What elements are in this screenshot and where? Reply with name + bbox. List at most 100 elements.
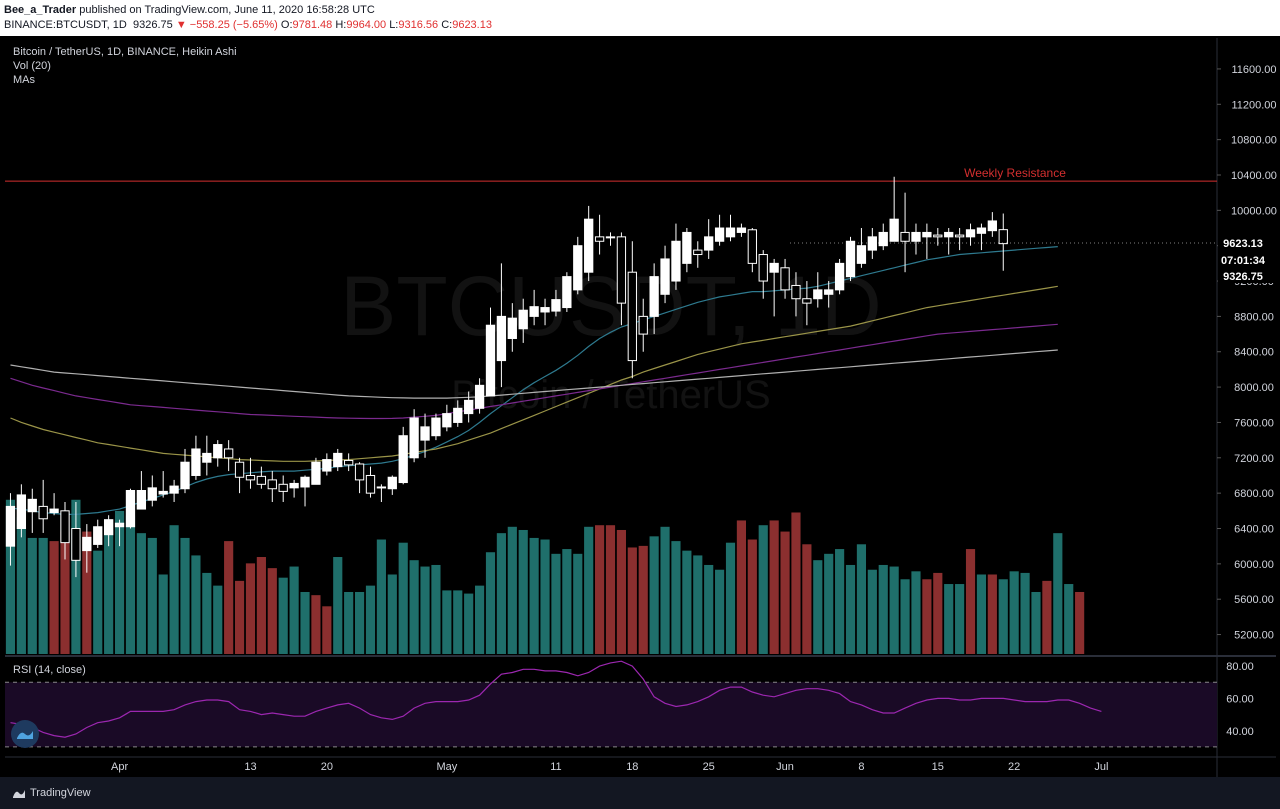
high-value: 9964.00: [346, 19, 387, 31]
candle-body: [954, 234, 965, 238]
volume-bar: [38, 537, 48, 654]
candle-body: [420, 426, 430, 441]
candle-body: [49, 508, 59, 514]
rsi-indicator-label[interactable]: RSI (14, close): [13, 664, 86, 676]
volume-bar: [333, 557, 343, 654]
candle-body: [474, 384, 485, 409]
candle-body: [671, 240, 681, 282]
time-tick-label: 11: [550, 761, 561, 773]
price-tick-label: 11200.00: [1231, 99, 1276, 111]
candle-body: [16, 494, 27, 530]
candle-body: [933, 234, 943, 238]
low-value: 9316.56: [398, 19, 439, 31]
candle-body: [911, 231, 921, 242]
time-tick-label: Jun: [776, 761, 794, 773]
volume-bar: [213, 585, 223, 654]
volume-bar: [725, 542, 736, 654]
volume-bar: [496, 533, 506, 654]
candle-body: [289, 482, 299, 489]
volume-bar: [649, 536, 659, 654]
volume-bar: [693, 555, 703, 654]
time-tick-label: May: [436, 761, 457, 773]
candle-body: [594, 236, 605, 242]
volume-bar: [1031, 591, 1041, 654]
volume-bar: [344, 591, 354, 654]
volume-bar: [889, 566, 899, 654]
candle-body: [398, 435, 408, 484]
price-tick-label: 10800.00: [1231, 135, 1277, 147]
candle-body: [245, 474, 256, 481]
candle-body: [976, 227, 987, 234]
candle-body: [344, 459, 354, 466]
candle-body: [551, 299, 561, 312]
candle-body: [256, 475, 267, 485]
candle-body: [311, 461, 321, 485]
price-tick-label: 8800.00: [1234, 311, 1274, 323]
tradingview-logo-icon[interactable]: [12, 787, 26, 799]
volume-bar: [93, 550, 103, 654]
price-tick-label: 10400.00: [1231, 170, 1277, 182]
candle-body: [103, 519, 114, 536]
candle-body: [300, 476, 310, 488]
price-tag-label: 07:01:34: [1221, 255, 1266, 267]
series-title[interactable]: Bitcoin / TetherUS, 1D, BINANCE, Heikin …: [13, 46, 237, 58]
volume-bar: [518, 529, 528, 654]
candle-body: [442, 413, 452, 428]
volume-bar: [442, 590, 452, 654]
volume-bar: [114, 510, 125, 654]
candle-body: [780, 267, 790, 291]
volume-bar: [562, 549, 572, 654]
time-tick-label: 18: [626, 761, 638, 773]
candle-body: [900, 231, 910, 242]
main-legend: Bitcoin / TetherUS, 1D, BINANCE, Heikin …: [13, 45, 237, 87]
volume-bar: [747, 539, 757, 654]
volume-bar: [955, 584, 965, 654]
candle-body: [147, 487, 157, 501]
volume-bar: [289, 566, 299, 654]
price-tick-label: 6800.00: [1234, 488, 1274, 500]
price-tag-bg: [1218, 269, 1276, 283]
volume-bar: [147, 537, 157, 654]
candle-body: [834, 262, 845, 291]
author-name[interactable]: Bee_a_Trader: [4, 4, 77, 16]
close-label: C:: [441, 19, 453, 31]
candle-body: [125, 489, 136, 528]
low-label: L:: [389, 19, 399, 31]
time-tick-label: Apr: [111, 761, 128, 773]
candle-body: [518, 309, 528, 330]
price-tick-label: 7600.00: [1234, 417, 1274, 429]
volume-bar: [464, 593, 474, 654]
volume-bar: [671, 541, 681, 654]
volume-bar: [987, 574, 997, 654]
candle-body: [202, 452, 212, 463]
candle-body: [878, 231, 888, 247]
volume-bar: [376, 539, 386, 654]
volume-bar: [354, 591, 365, 654]
last-price: 9326.75: [132, 19, 173, 31]
volume-bar: [507, 526, 517, 654]
rsi-tick-label: 40.00: [1226, 726, 1254, 738]
volume-indicator-label[interactable]: Vol (20): [13, 60, 51, 72]
volume-bar: [605, 525, 616, 654]
rsi-tick-label: 80.00: [1226, 661, 1254, 673]
candle-body: [82, 536, 92, 552]
volume-bar: [529, 537, 539, 654]
tradingview-brand[interactable]: TradingView: [30, 787, 91, 799]
moving-averages-label[interactable]: MAs: [13, 74, 35, 86]
volume-bar: [660, 526, 670, 654]
volume-bar: [791, 512, 801, 654]
candle-body: [824, 289, 834, 295]
candle-body: [180, 461, 190, 490]
volume-bar: [769, 520, 779, 654]
candle-body: [136, 489, 147, 510]
candle-body: [529, 306, 539, 317]
volume-bar: [453, 590, 463, 654]
candle-body: [507, 317, 517, 339]
price-tick-label: 8000.00: [1234, 382, 1274, 394]
volume-bar: [1053, 533, 1063, 654]
tradingview-badge-icon[interactable]: [11, 720, 39, 748]
candle-body: [627, 271, 637, 362]
volume-bar: [409, 560, 419, 654]
candle-body: [714, 227, 725, 242]
